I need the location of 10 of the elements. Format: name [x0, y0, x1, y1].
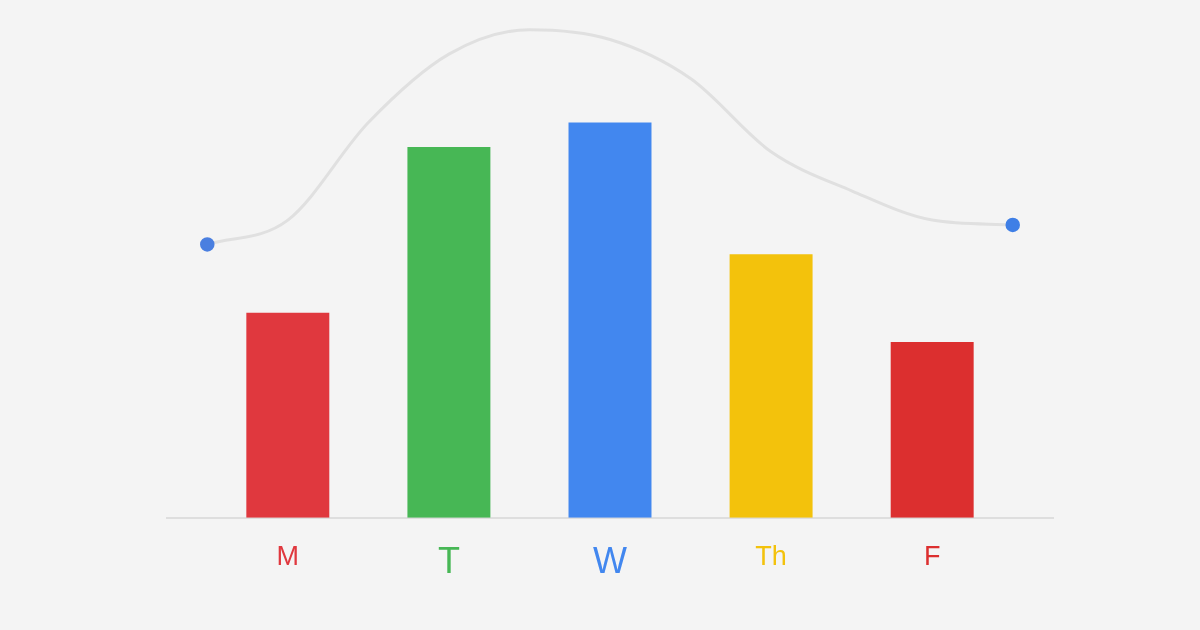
- x-tick-label: W: [593, 540, 628, 582]
- x-tick-label: T: [437, 540, 460, 582]
- bar: [407, 146, 491, 518]
- bar: [729, 254, 813, 518]
- bar: [568, 122, 652, 518]
- x-tick-label: F: [923, 541, 941, 572]
- x-tick-label: Th: [755, 541, 787, 572]
- x-tick-label: M: [276, 541, 300, 572]
- bar: [246, 312, 330, 518]
- bar: [890, 342, 974, 518]
